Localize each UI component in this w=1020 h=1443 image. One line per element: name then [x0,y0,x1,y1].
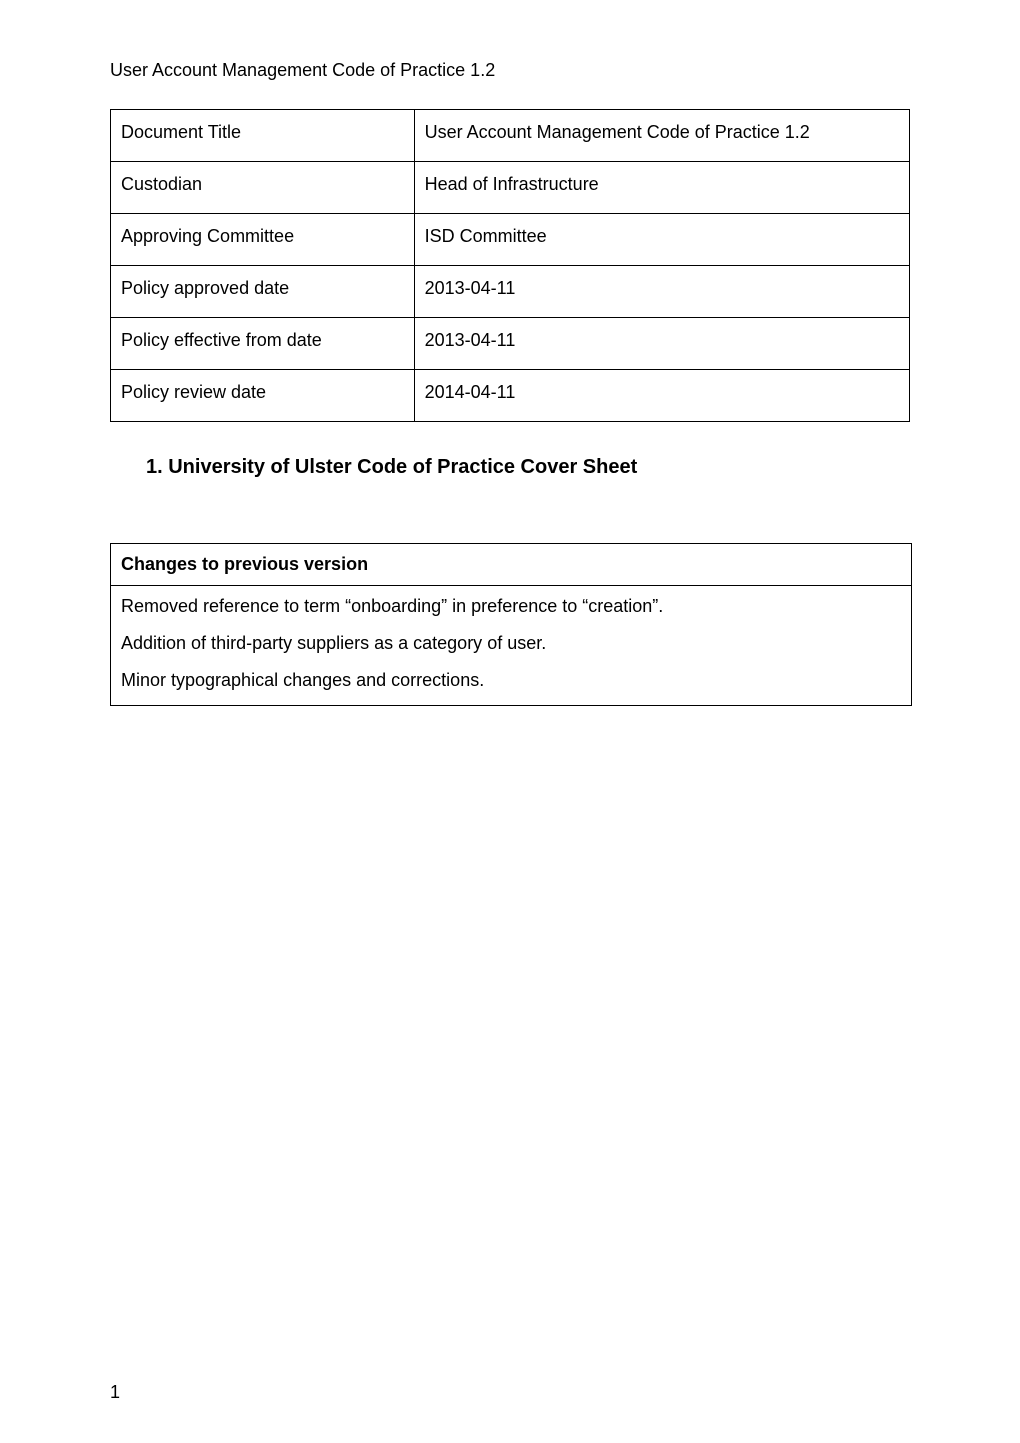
meta-value: User Account Management Code of Practice… [414,110,909,162]
meta-label: Approving Committee [111,214,415,266]
changes-heading: Changes to previous version [111,544,911,586]
meta-value: 2014-04-11 [414,370,909,422]
changes-box: Changes to previous version Removed refe… [110,543,912,706]
changes-body: Removed reference to term “onboarding” i… [111,586,911,705]
meta-value: ISD Committee [414,214,909,266]
meta-value: 2013-04-11 [414,266,909,318]
metadata-table: Document Title User Account Management C… [110,109,910,422]
changes-item: Removed reference to term “onboarding” i… [121,596,901,617]
changes-item: Addition of third-party suppliers as a c… [121,633,901,654]
page-number: 1 [110,1382,120,1403]
table-row: Document Title User Account Management C… [111,110,910,162]
meta-label: Custodian [111,162,415,214]
meta-value: 2013-04-11 [414,318,909,370]
table-row: Approving Committee ISD Committee [111,214,910,266]
meta-label: Policy approved date [111,266,415,318]
table-row: Policy approved date 2013-04-11 [111,266,910,318]
table-row: Custodian Head of Infrastructure [111,162,910,214]
table-row: Policy review date 2014-04-11 [111,370,910,422]
page-header: User Account Management Code of Practice… [110,60,910,81]
table-row: Policy effective from date 2013-04-11 [111,318,910,370]
meta-label: Policy review date [111,370,415,422]
changes-item: Minor typographical changes and correcti… [121,670,901,691]
meta-label: Policy effective from date [111,318,415,370]
section-title: 1. University of Ulster Code of Practice… [146,456,910,479]
meta-label: Document Title [111,110,415,162]
meta-value: Head of Infrastructure [414,162,909,214]
